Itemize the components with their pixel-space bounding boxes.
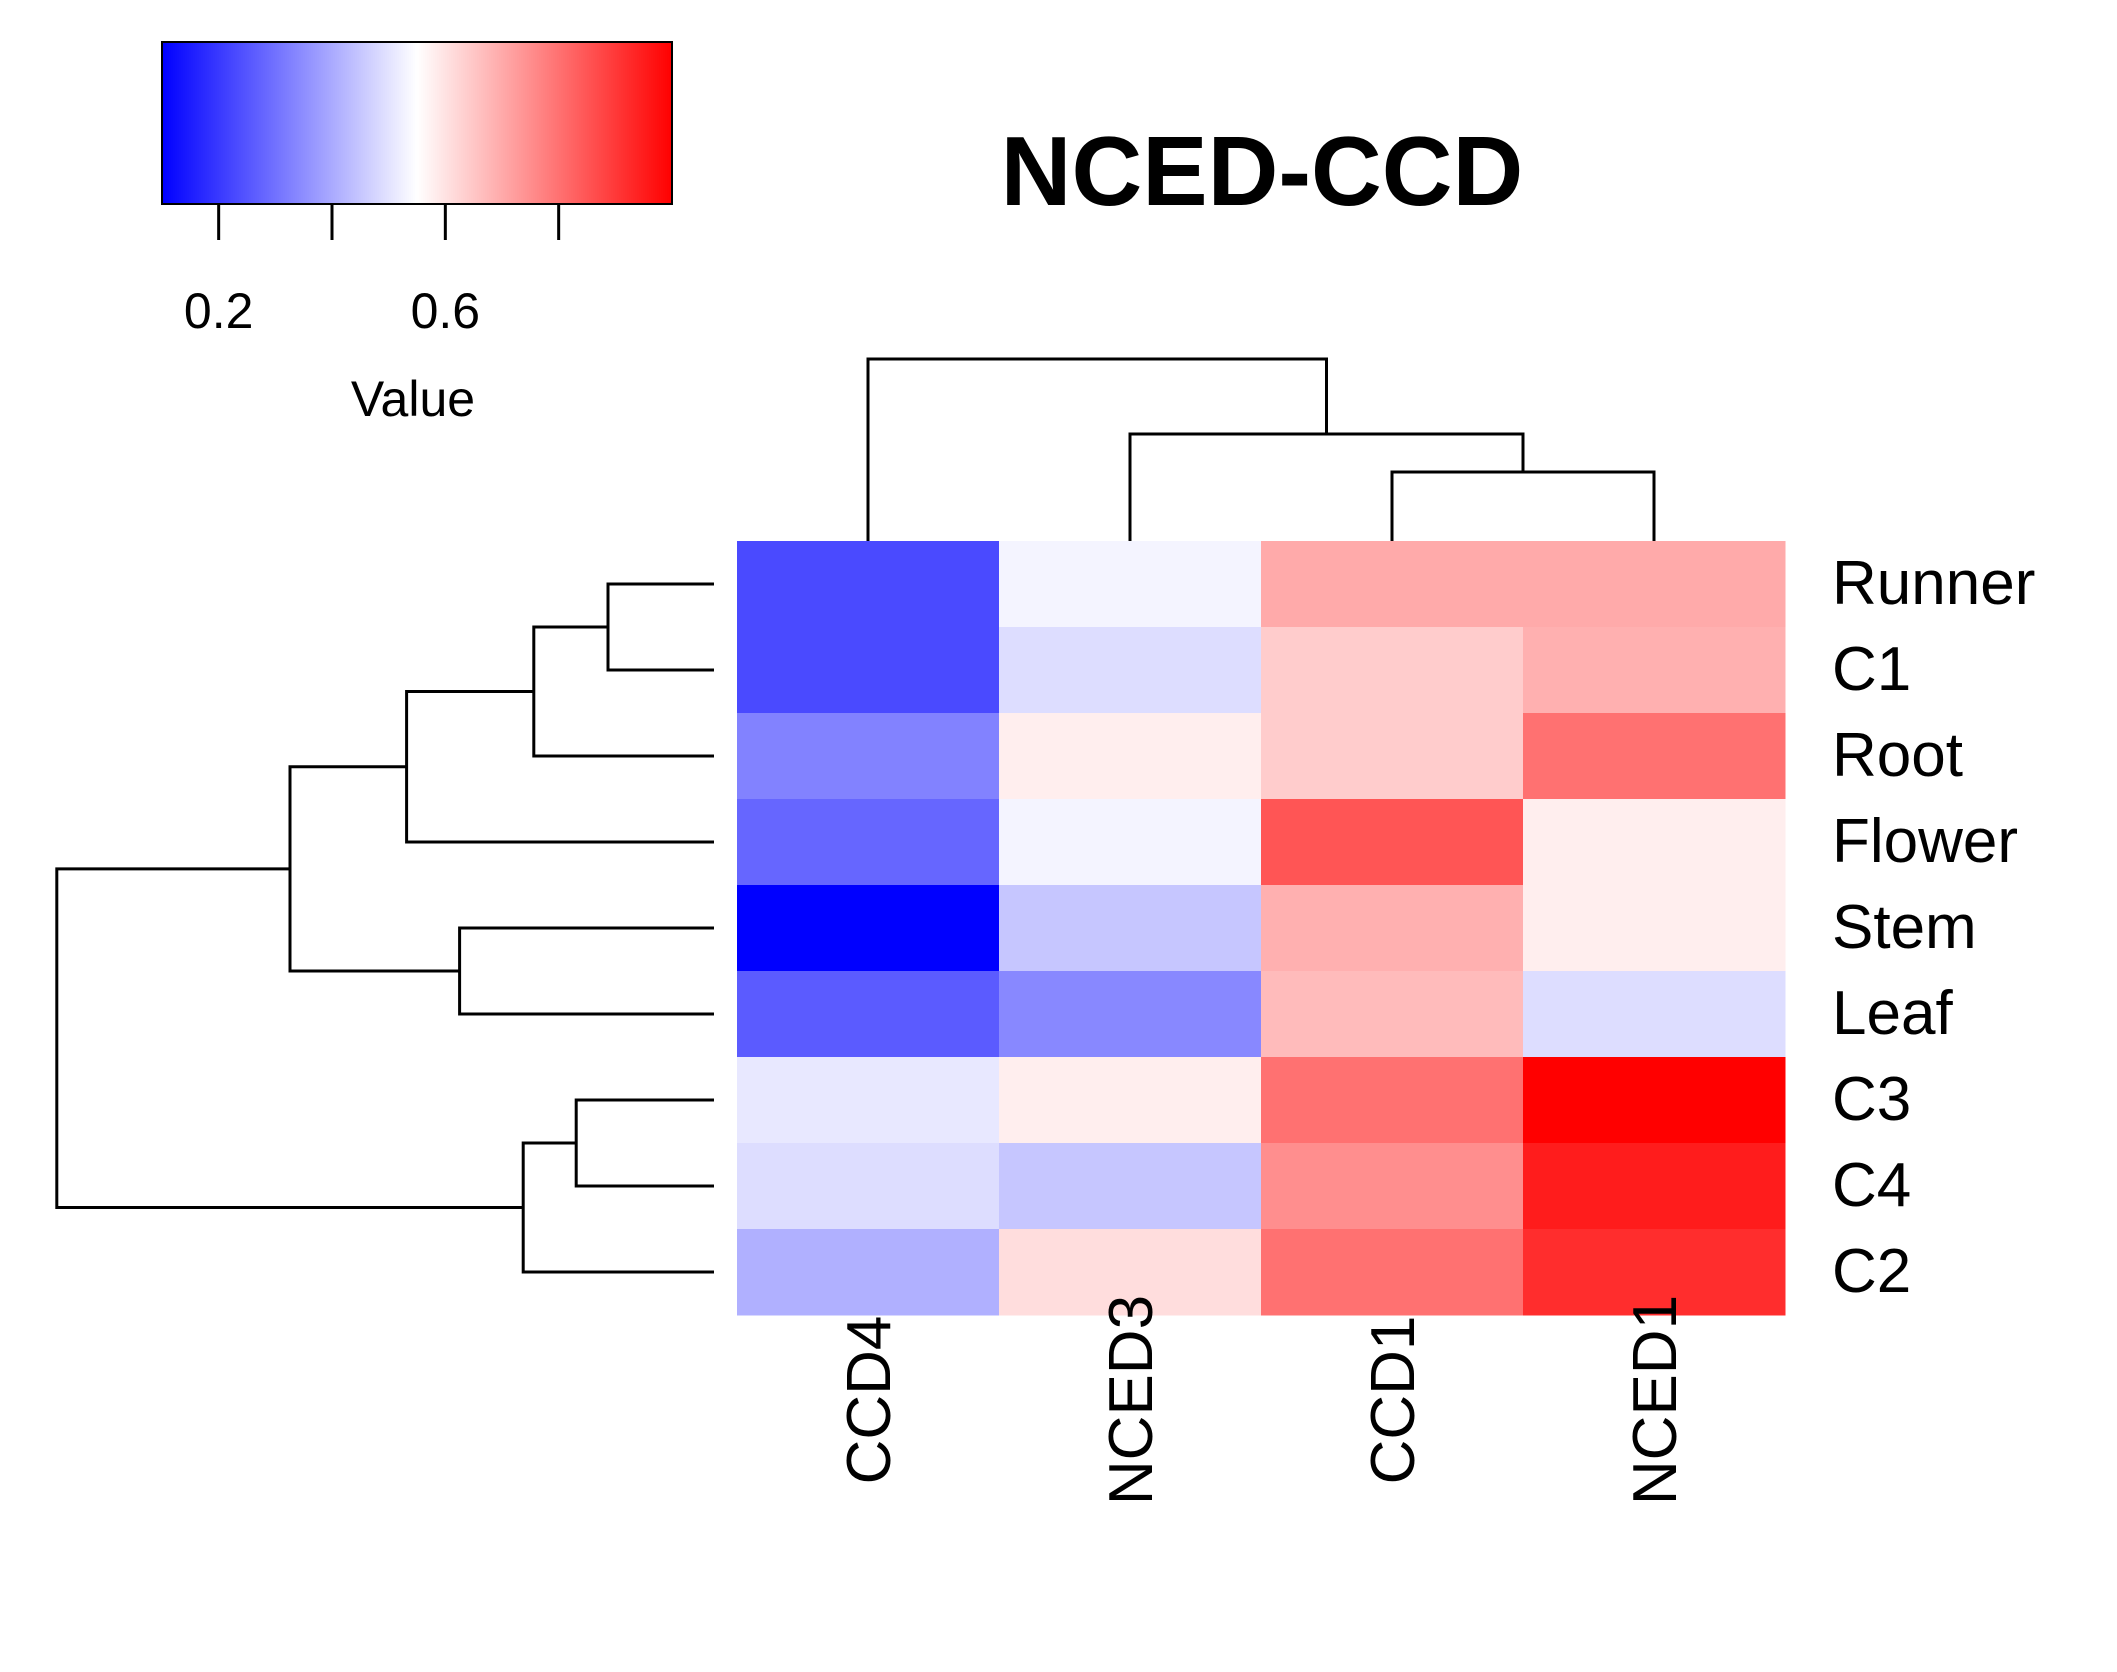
- heatmap-cell: [1261, 1057, 1524, 1144]
- dendrogram-branch: [574, 1098, 714, 1188]
- heatmap-cell: [737, 1143, 1000, 1230]
- heatmap-cell: [1523, 885, 1786, 972]
- dendrogram-branch: [55, 867, 524, 1209]
- heatmap-cell: [1261, 713, 1524, 800]
- heatmap-cell: [1261, 1143, 1524, 1230]
- dendrogram-branch: [606, 582, 714, 672]
- heatmap-cell: [1523, 541, 1786, 628]
- dendrogram-branch: [288, 765, 460, 973]
- row-label: Leaf: [1832, 979, 1953, 1048]
- row-label: Runner: [1832, 549, 2035, 618]
- color-key-tick-label: 0.2: [184, 283, 254, 339]
- column-labels: CCD4 NCED3 CCD1 NCED1: [835, 1295, 1690, 1505]
- heatmap-cell: [1261, 627, 1524, 714]
- heatmap-cell: [999, 541, 1262, 628]
- heatmap-cell: [1523, 627, 1786, 714]
- heatmap-cell: [1261, 541, 1524, 628]
- row-label: C2: [1832, 1237, 1911, 1306]
- row-label: Stem: [1832, 893, 1977, 962]
- heatmap-cell: [737, 1057, 1000, 1144]
- row-label: C1: [1832, 635, 1911, 704]
- column-dendrogram: [866, 357, 1656, 541]
- heatmap-cell: [737, 885, 1000, 972]
- color-key-ticks: 0.2 0.6: [184, 204, 561, 339]
- heatmap-cell: [737, 541, 1000, 628]
- heatmap-cell: [737, 713, 1000, 800]
- heatmap-cell: [999, 799, 1262, 886]
- heatmap-cell: [999, 1143, 1262, 1230]
- dendrogram-branch: [521, 1141, 714, 1274]
- heatmap-cell: [999, 627, 1262, 714]
- heatmap-cell: [1261, 885, 1524, 972]
- dendrogram-branch: [1128, 432, 1525, 541]
- heatmap-cell: [737, 627, 1000, 714]
- heatmap-cell: [1261, 971, 1524, 1058]
- column-label: CCD4: [835, 1316, 904, 1485]
- heatmap-cell: [999, 885, 1262, 972]
- color-key-label: Value: [351, 371, 475, 427]
- heatmap-cell: [1523, 971, 1786, 1058]
- row-label: Flower: [1832, 807, 2018, 876]
- heatmap-cell: [1261, 799, 1524, 886]
- heatmap-cell: [999, 713, 1262, 800]
- heatmap-cell: [999, 1057, 1262, 1144]
- heatmap-cell: [1523, 1057, 1786, 1144]
- color-key-gradient: [161, 41, 673, 205]
- row-labels: Runner C1 Root Flower Stem Leaf C3 C4 C2: [1832, 549, 2035, 1306]
- heatmap-cell: [1261, 1229, 1524, 1316]
- dendrogram-branch: [405, 690, 714, 844]
- heatmap-cell: [1523, 1143, 1786, 1230]
- heatmap-cell: [1523, 1229, 1786, 1316]
- dendrogram-branch: [1390, 470, 1656, 541]
- heatmap-cell: [1523, 713, 1786, 800]
- heatmap-cell: [1523, 799, 1786, 886]
- heatmap-cell: [737, 971, 1000, 1058]
- dendrogram-branch: [458, 926, 714, 1016]
- column-label: CCD1: [1359, 1316, 1428, 1485]
- heatmap-cell: [737, 1229, 1000, 1316]
- row-label: C4: [1832, 1151, 1911, 1220]
- dendrogram-branch: [532, 625, 714, 758]
- row-dendrogram: [55, 582, 714, 1274]
- heatmap-cell: [999, 1229, 1262, 1316]
- heatmap-cell: [737, 799, 1000, 886]
- column-label: NCED3: [1097, 1295, 1166, 1505]
- row-label: Root: [1832, 721, 1963, 790]
- color-key: 0.2 0.6 Value: [161, 41, 673, 427]
- dendrogram-branch: [866, 357, 1328, 541]
- heatmap-cells: [737, 541, 1786, 1316]
- color-key-tick-label: 0.6: [411, 283, 481, 339]
- row-label: C3: [1832, 1065, 1911, 1134]
- heatmap-cell: [999, 971, 1262, 1058]
- column-label: NCED1: [1621, 1295, 1690, 1505]
- chart-title: NCED-CCD: [1001, 116, 1524, 226]
